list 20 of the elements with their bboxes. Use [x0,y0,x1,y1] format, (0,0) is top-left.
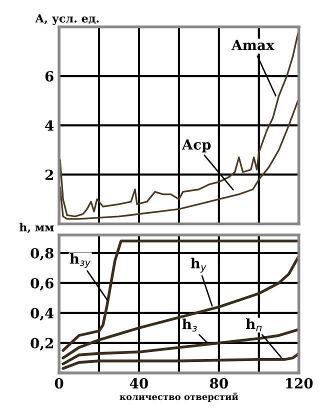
y-tick-label: 0,8 [30,248,54,261]
y-tick-label: 0,6 [30,278,54,291]
x-axis-title: количество отверстий [120,392,238,402]
y-tick-label: 2 [45,170,53,180]
x-tick-label: 80 [210,378,228,389]
annotation: h$_{з}$ [182,318,197,332]
y-tick-label: 4 [45,120,54,131]
annotation: h$_{у}$ [190,258,206,273]
y-tick-label: 6 [45,71,54,82]
annotation: h$_{зу}$ [70,253,91,268]
x-tick-label: 0 [54,378,64,389]
y-tick-label: 0,4 [30,308,54,321]
y-axis-title: А, усл. ед. [35,14,99,25]
annotation: Amax [231,40,274,50]
annotation: h$_{п}$ [246,318,262,332]
x-tick-label: 120 [286,378,313,389]
y-axis-title: h, мм [19,222,54,234]
x-tick-label: 40 [130,378,148,389]
y-tick-label: 0,2 [30,338,53,351]
annotation: Аср [182,139,211,152]
